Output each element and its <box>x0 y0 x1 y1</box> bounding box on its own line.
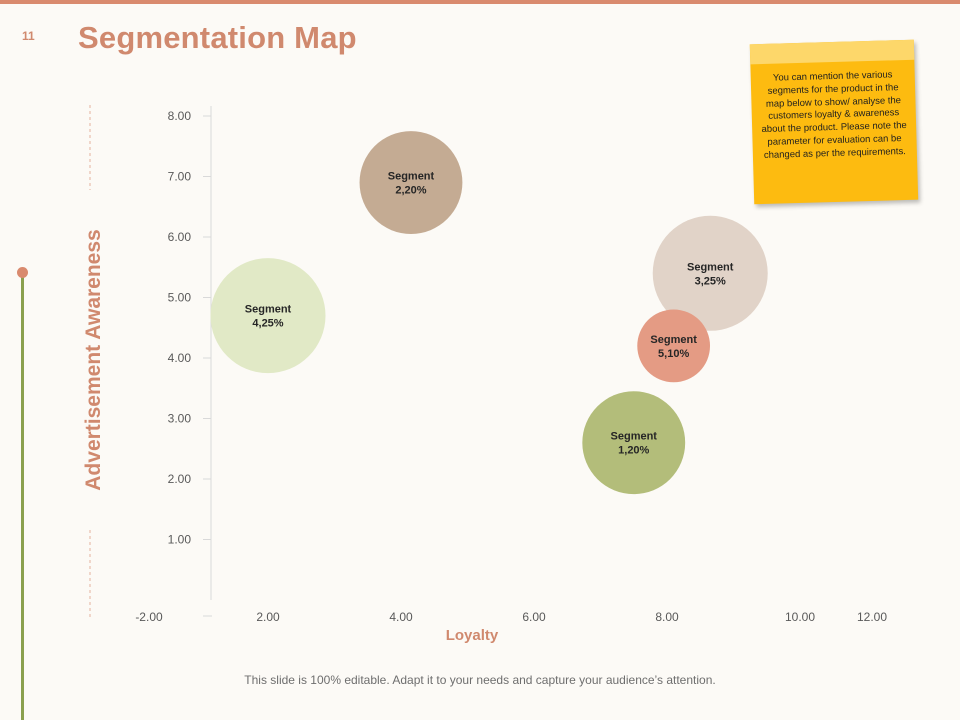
y-tick-label: 2.00 <box>168 472 192 486</box>
y-tick-label: 5.00 <box>168 291 192 305</box>
bubble-label-line: Segment <box>611 431 658 443</box>
x-axis-title: Loyalty <box>446 627 499 644</box>
x-tick-label: 8.00 <box>655 610 679 624</box>
chart-labels: Segment 1,20%Segment 2,20%Segment 3,25%Segm… <box>245 171 734 457</box>
bubble-label-line: 5,10% <box>658 348 689 360</box>
bubble-label-segment-5: Segment 5,10% <box>650 334 697 360</box>
x-tick-label: -2.00 <box>135 610 163 624</box>
bubble-label-line: Segment <box>650 334 697 346</box>
bubble-segment-2 <box>359 131 463 234</box>
top-accent-bar <box>0 0 960 4</box>
bubble-label-line: 4,25% <box>252 318 283 330</box>
side-accent-line <box>21 273 24 720</box>
bubble-label-segment-4: Segment 4,25% <box>245 304 292 330</box>
bubble-label-line: Segment <box>245 304 292 316</box>
y-tick-label: 3.00 <box>168 412 192 426</box>
y-tick-label: 8.00 <box>168 109 192 123</box>
y-axis-title: Advertisement Awareness <box>82 229 105 490</box>
y-tick-label: 4.00 <box>168 351 192 365</box>
bubble-segment-5 <box>637 309 711 383</box>
y-tick-label: 6.00 <box>168 230 192 244</box>
side-accent-dot <box>17 267 28 278</box>
bubble-label-segment-1: Segment 1,20% <box>611 431 658 457</box>
x-tick-label: 12.00 <box>857 610 887 624</box>
bubble-label-segment-3: Segment 3,25% <box>687 261 734 287</box>
x-tick-label: 6.00 <box>522 610 546 624</box>
bubble-label-line: 1,20% <box>618 445 649 457</box>
bubble-label-line: Segment <box>388 171 435 183</box>
bubble-segment-4 <box>210 258 326 374</box>
y-tick-label: 7.00 <box>168 170 192 184</box>
page-title: Segmentation Map <box>78 20 357 55</box>
chart-axes: 1.00 2.00 3.00 4.00 5.00 6.00 7.00 8.00 -2.00 2.0… <box>82 105 887 644</box>
bubble-label-line: Segment <box>687 261 734 273</box>
bubble-segment-1 <box>582 391 686 495</box>
x-tick-label: 4.00 <box>389 610 413 624</box>
page-number: 11 <box>22 29 35 43</box>
footer-caption: This slide is 100% editable. Adapt it to… <box>244 673 716 687</box>
x-tick-label: 10.00 <box>785 610 815 624</box>
sticky-note: You can mention the various segments for… <box>749 39 919 205</box>
sticky-note-tape <box>749 39 915 65</box>
bubble-segment-3 <box>652 215 768 331</box>
sticky-note-text: You can mention the various segments for… <box>761 69 907 161</box>
bubble-label-segment-2: Segment 2,20% <box>388 171 435 197</box>
bubble-label-line: 3,25% <box>695 275 726 287</box>
x-tick-label: 2.00 <box>256 610 280 624</box>
y-tick-label: 1.00 <box>168 533 192 547</box>
bubble-label-line: 2,20% <box>395 185 426 197</box>
chart-bubbles <box>210 131 768 495</box>
